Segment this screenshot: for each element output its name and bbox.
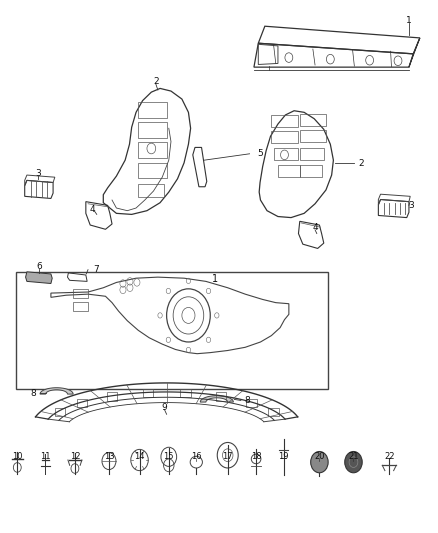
Text: 12: 12 — [70, 453, 80, 462]
Text: 17: 17 — [223, 453, 233, 462]
Bar — [272, 131, 297, 143]
Bar — [278, 165, 300, 177]
Bar — [268, 408, 279, 416]
Text: 15: 15 — [163, 453, 174, 462]
Text: 22: 22 — [384, 453, 395, 462]
Bar — [138, 164, 166, 178]
Bar — [138, 122, 166, 138]
Bar — [274, 148, 297, 160]
Bar — [77, 399, 87, 407]
Text: 21: 21 — [348, 453, 359, 462]
Text: 1: 1 — [212, 274, 218, 284]
Text: 8: 8 — [244, 396, 250, 405]
Circle shape — [345, 451, 362, 473]
Text: 10: 10 — [12, 453, 22, 462]
Text: 4: 4 — [89, 205, 95, 214]
Text: 2: 2 — [358, 159, 364, 168]
Bar — [73, 302, 88, 311]
Bar — [300, 130, 326, 142]
Text: 8: 8 — [31, 389, 36, 398]
Text: 4: 4 — [312, 223, 318, 232]
Text: 19: 19 — [279, 453, 289, 462]
Text: 14: 14 — [134, 453, 145, 462]
Bar — [300, 148, 324, 160]
Text: 16: 16 — [191, 453, 201, 462]
Polygon shape — [25, 272, 52, 284]
Bar — [143, 389, 153, 398]
Circle shape — [311, 451, 328, 473]
Text: 2: 2 — [153, 77, 159, 86]
Bar — [180, 389, 191, 398]
Text: 7: 7 — [93, 265, 99, 274]
Polygon shape — [40, 387, 73, 394]
Text: 9: 9 — [162, 403, 167, 412]
Bar — [107, 392, 117, 401]
Text: 13: 13 — [104, 453, 114, 462]
Text: 6: 6 — [36, 262, 42, 271]
Bar — [138, 142, 166, 158]
Bar — [73, 289, 88, 298]
Bar — [138, 183, 164, 197]
Text: 18: 18 — [251, 453, 261, 462]
Bar — [216, 392, 226, 401]
Text: 20: 20 — [314, 453, 325, 462]
Bar — [138, 102, 166, 118]
Text: 1: 1 — [406, 16, 412, 25]
Text: 3: 3 — [35, 169, 41, 179]
Text: 5: 5 — [258, 149, 263, 158]
Bar — [246, 399, 257, 407]
Bar — [300, 114, 326, 126]
Text: 3: 3 — [408, 201, 414, 210]
Bar — [55, 408, 65, 416]
Bar — [300, 165, 321, 177]
Bar — [272, 115, 297, 127]
Polygon shape — [200, 395, 233, 402]
Text: 11: 11 — [40, 453, 50, 462]
